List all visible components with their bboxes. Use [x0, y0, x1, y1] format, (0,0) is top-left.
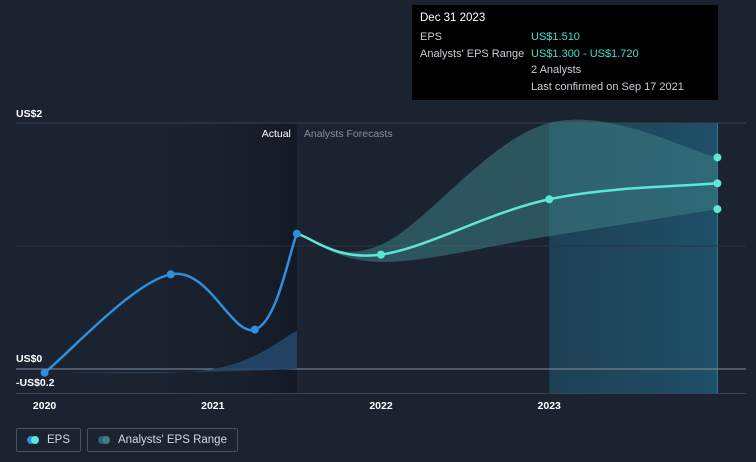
- y-tick-label: -US$0.2: [16, 377, 55, 389]
- x-tick-label: 2023: [538, 400, 562, 412]
- y-tick-label: US$0: [16, 353, 42, 365]
- eps-actual-point: [292, 229, 301, 238]
- legend-eps[interactable]: EPS: [16, 428, 82, 452]
- eps-forecast-point: [713, 179, 722, 188]
- range-marker-point: [713, 205, 722, 214]
- x-tick-label: 2020: [33, 400, 57, 412]
- analysts-eps-range-band: [296, 119, 718, 262]
- eps-actual-line: [43, 233, 299, 374]
- legend-range-label: Analysts' EPS Range: [118, 434, 227, 446]
- tooltip-range-value: US$1.300 - US$1.720: [531, 47, 639, 60]
- eps-swatch-icon: [27, 436, 41, 444]
- eps-forecast-point: [545, 195, 554, 204]
- tooltip-eps-value: US$1.510: [531, 31, 580, 44]
- eps-actual-point: [166, 270, 175, 279]
- tooltip-eps-label: EPS: [420, 31, 443, 44]
- forecast-region-label: Analysts Forecasts: [304, 128, 393, 140]
- legend-range[interactable]: Analysts' EPS Range: [87, 428, 238, 452]
- y-tick-label: US$2: [16, 108, 42, 120]
- tooltip-confirmed-row: Last confirmed on Sep 17 2021: [420, 79, 710, 96]
- eps-forecast-point: [377, 250, 385, 259]
- tooltip-analysts: 2 Analysts: [531, 64, 582, 77]
- eps-actual-point: [40, 368, 49, 377]
- tooltip-analysts-row: 2 Analysts: [420, 62, 710, 79]
- x-tick-label: 2022: [369, 400, 393, 412]
- eps-forecast-line: [296, 182, 718, 257]
- tooltip-range-row: Analysts' EPS Range US$1.300 - US$1.720: [420, 46, 710, 63]
- tooltip: Dec 31 2023 EPS US$1.510 Analysts' EPS R…: [412, 5, 718, 100]
- legend: EPS Analysts' EPS Range: [16, 428, 238, 452]
- range-marker-point: [713, 153, 722, 162]
- tooltip-range-label: Analysts' EPS Range: [420, 47, 525, 60]
- legend-eps-label: EPS: [47, 434, 71, 446]
- tooltip-title: Dec 31 2023: [420, 12, 486, 24]
- eps-actual-point: [250, 325, 259, 334]
- historic-range-band: [44, 330, 297, 374]
- tooltip-confirmed: Last confirmed on Sep 17 2021: [531, 80, 684, 93]
- tooltip-eps-row: EPS US$1.510: [420, 29, 710, 46]
- actual-region-label: Actual: [262, 128, 291, 140]
- x-tick-label: 2021: [201, 400, 225, 412]
- range-swatch-icon: [98, 436, 112, 444]
